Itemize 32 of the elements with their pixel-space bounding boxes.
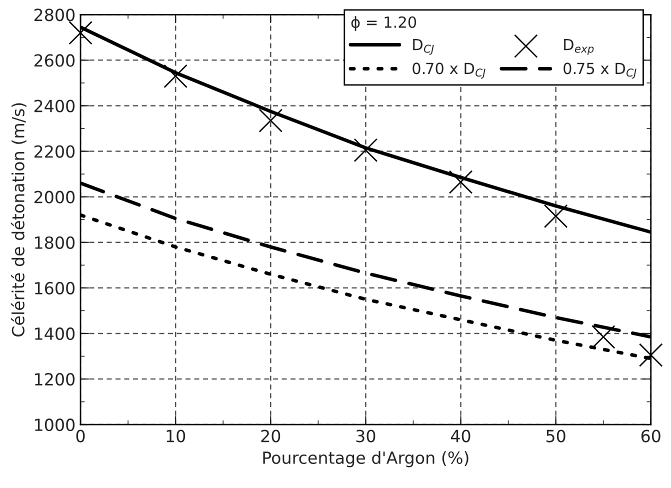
y-tick-label: 2400 <box>34 100 75 112</box>
legend-label: D$_{exp}$ <box>564 38 594 55</box>
x-tick-label: 20 <box>261 430 280 442</box>
x-tick-label: 30 <box>356 430 376 442</box>
legend-label: D$_{CJ}$ <box>413 38 434 55</box>
y-tick-label: 1800 <box>35 236 75 249</box>
point <box>544 204 568 228</box>
point <box>258 108 283 132</box>
point <box>448 170 473 194</box>
y-axis-title: Célérité de détonation (m/s) <box>10 103 26 336</box>
x-tick-label: 60 <box>641 430 660 442</box>
y-tick-label: 1600 <box>35 282 75 294</box>
point <box>591 324 616 349</box>
legend-label: 0.70 x D$_{CJ}$ <box>412 62 486 79</box>
y-tick-label: 2800 <box>34 8 75 22</box>
x-tick-label: 0 <box>76 430 85 442</box>
y-tick-label: 1200 <box>35 372 75 386</box>
point <box>68 20 92 45</box>
y-tick-label: 2200 <box>34 145 75 158</box>
y-tick-label: 2600 <box>34 54 75 67</box>
x-tick-label: 10 <box>166 430 186 442</box>
point <box>164 64 188 88</box>
x-tick-label: 50 <box>546 430 566 442</box>
legend-title: ϕ = 1.20 <box>351 16 416 31</box>
x-tick-label: 40 <box>450 430 470 442</box>
y-tick-label: 1000 <box>35 418 75 432</box>
point <box>354 138 378 162</box>
x-axis-title: Pourcentage d'Argon (%) <box>263 451 468 468</box>
y-tick-label: 2000 <box>34 190 75 204</box>
point <box>638 343 663 367</box>
y-tick-label: 1400 <box>35 327 75 340</box>
legend-label: 0.75 x D$_{CJ}$ <box>564 62 636 79</box>
